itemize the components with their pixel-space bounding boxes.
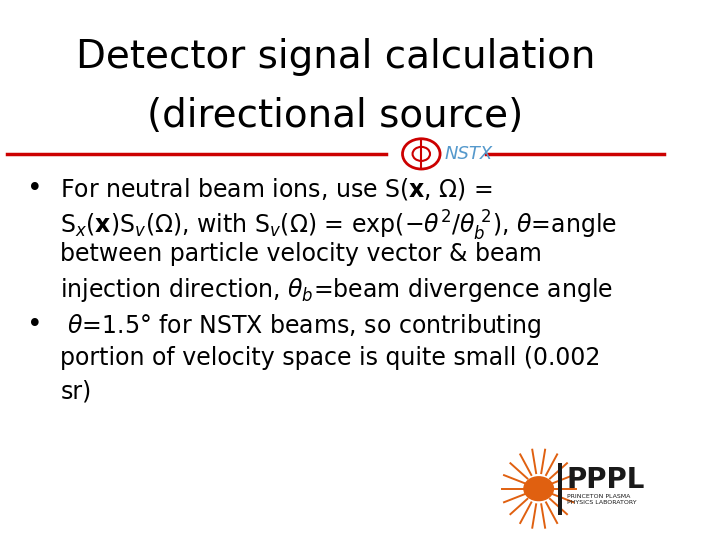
Text: injection direction, $\theta_b$=beam divergence angle: injection direction, $\theta_b$=beam div…: [60, 276, 613, 304]
Bar: [558, 463, 562, 515]
Text: •: •: [27, 312, 42, 338]
Text: S$_x$($\mathbf{x}$)S$_v$($\Omega$), with S$_v$($\Omega$) = exp($-\theta^2/\theta: S$_x$($\mathbf{x}$)S$_v$($\Omega$), with…: [60, 209, 617, 243]
Text: PRINCETON PLASMA
PHYSICS LABORATORY: PRINCETON PLASMA PHYSICS LABORATORY: [567, 494, 636, 505]
Text: NSTX: NSTX: [445, 145, 493, 163]
Text: between particle velocity vector & beam: between particle velocity vector & beam: [60, 242, 542, 266]
Text: •: •: [27, 176, 42, 201]
Text: portion of velocity space is quite small (0.002: portion of velocity space is quite small…: [60, 346, 600, 369]
Text: $\theta$=1.5° for NSTX beams, so contributing: $\theta$=1.5° for NSTX beams, so contrib…: [60, 312, 542, 340]
Text: sr): sr): [60, 379, 91, 403]
Text: Detector signal calculation: Detector signal calculation: [76, 38, 595, 76]
Circle shape: [524, 477, 554, 501]
Text: (directional source): (directional source): [148, 97, 523, 135]
Text: For neutral beam ions, use S($\mathbf{x}$, $\Omega$) =: For neutral beam ions, use S($\mathbf{x}…: [60, 176, 493, 201]
Text: PPPL: PPPL: [567, 466, 645, 494]
